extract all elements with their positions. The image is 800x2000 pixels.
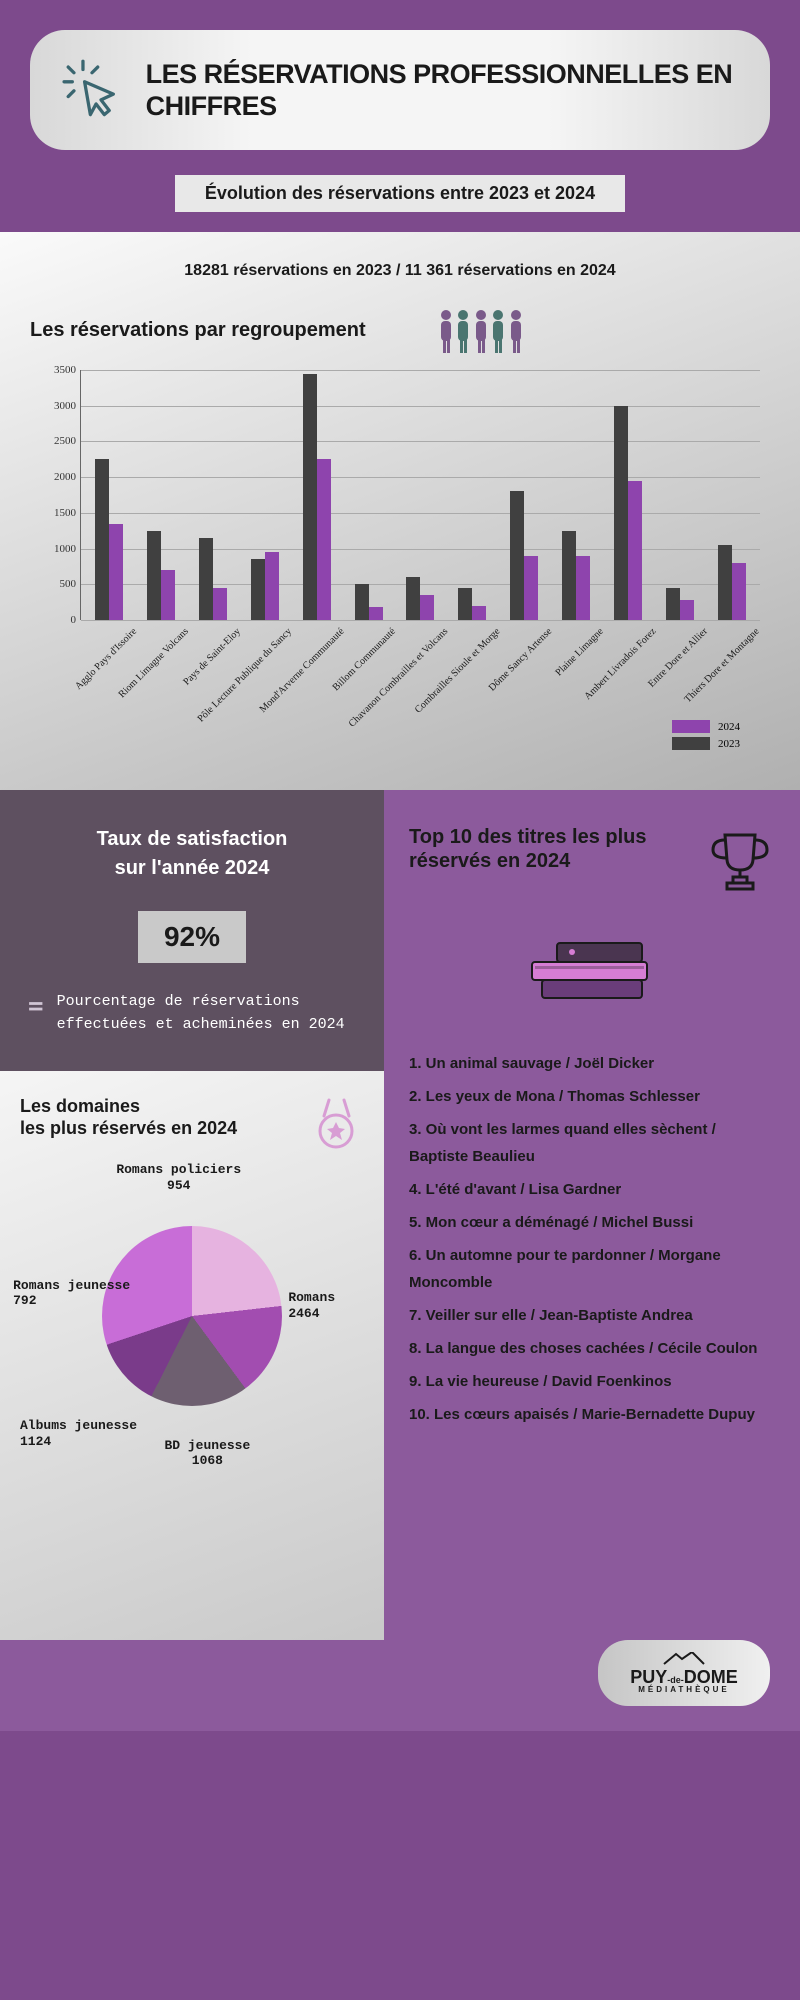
bar-chart-section: 18281 réservations en 2023 / 11 361 rése… [0, 232, 800, 790]
equals-icon [28, 991, 45, 1021]
bar-2023 [406, 577, 420, 620]
bar-2023 [458, 588, 472, 620]
bar-2024 [109, 524, 123, 620]
bar-2024 [524, 556, 538, 620]
y-tick: 2000 [41, 471, 76, 483]
top10-item: 4. L'été d'avant / Lisa Gardner [409, 1176, 775, 1203]
subtitle-text: Évolution des réservations entre 2023 et… [175, 175, 625, 212]
bar-2023 [666, 588, 680, 620]
pie-label: Albums jeunesse1124 [20, 1418, 137, 1449]
top10-item: 5. Mon cœur a déménagé / Michel Bussi [409, 1209, 775, 1236]
bar-2023 [95, 459, 109, 620]
satisfaction-title: Taux de satisfactionsur l'année 2024 [28, 825, 356, 883]
top10-item: 1. Un animal sauvage / Joël Dicker [409, 1050, 775, 1077]
x-label: Mond'Arverne Communauté [257, 626, 346, 715]
top10-item: 3. Où vont les larmes quand elles sèchen… [409, 1116, 775, 1170]
pie-label: BD jeunesse1068 [164, 1438, 250, 1469]
bar-2024 [628, 481, 642, 620]
satisfaction-panel: Taux de satisfactionsur l'année 2024 92%… [0, 790, 384, 1071]
chart-title-row: Les réservations par regroupement [30, 305, 770, 355]
left-column: Taux de satisfactionsur l'année 2024 92%… [0, 790, 384, 1710]
y-tick: 500 [41, 578, 76, 590]
summary-stats: 18281 réservations en 2023 / 11 361 rése… [30, 262, 770, 280]
legend-item: 2024 [672, 720, 740, 733]
top10-item: 10. Les cœurs apaisés / Marie-Bernadette… [409, 1401, 775, 1428]
y-tick: 3500 [41, 364, 76, 376]
top10-item: 8. La langue des choses cachées / Cécile… [409, 1335, 775, 1362]
bar-2023 [562, 531, 576, 620]
bar-2023 [510, 491, 524, 620]
top10-item: 2. Les yeux de Mona / Thomas Schlesser [409, 1083, 775, 1110]
books-icon [517, 925, 667, 1015]
top10-title: Top 10 des titres les plusréservés en 20… [409, 825, 646, 873]
y-tick: 1000 [41, 543, 76, 555]
bar-2024 [472, 606, 486, 620]
bar-2023 [355, 584, 369, 620]
y-tick: 2500 [41, 435, 76, 447]
domains-title: Les domainesles plus réservés en 2024 [20, 1096, 237, 1139]
domains-panel: Les domainesles plus réservés en 2024 Ro… [0, 1071, 384, 1710]
bar-chart-plot: 0500100015002000250030003500Agglo Pays d… [80, 370, 760, 620]
top10-item: 9. La vie heureuse / David Foenkinos [409, 1368, 775, 1395]
x-label: Pôle Lecture Publique du Sancy [196, 626, 295, 725]
pie-label: Romans2464 [288, 1290, 335, 1321]
bar-2024 [732, 563, 746, 620]
bar-chart-title: Les réservations par regroupement [30, 319, 366, 342]
trophy-icon [705, 825, 775, 895]
top10-item: 6. Un automne pour te pardonner / Morgan… [409, 1242, 775, 1296]
medal-icon [309, 1096, 364, 1151]
bottom-section: Taux de satisfactionsur l'année 2024 92%… [0, 790, 800, 1710]
subtitle-bar: Évolution des réservations entre 2023 et… [30, 175, 770, 212]
top10-item: 7. Veiller sur elle / Jean-Baptiste Andr… [409, 1302, 775, 1329]
bar-2024 [213, 588, 227, 620]
pie-label: Romans jeunesse792 [13, 1278, 130, 1309]
footer-logo: PUY-de-DOME MÉDIATHÈQUE [598, 1640, 770, 1706]
people-icon [426, 305, 536, 355]
bar-chart: 0500100015002000250030003500Agglo Pays d… [80, 370, 760, 710]
y-tick: 3000 [41, 400, 76, 412]
legend-item: 2023 [672, 737, 740, 750]
bar-2024 [265, 552, 279, 620]
satisfaction-value: 92% [138, 911, 246, 963]
satisfaction-desc: Pourcentage de réservations effectuées e… [57, 991, 356, 1036]
bar-2024 [161, 570, 175, 620]
header-section: LES RÉSERVATIONS PROFESSIONNELLES EN CHI… [0, 0, 800, 232]
bar-2024 [369, 607, 383, 620]
y-tick: 1500 [41, 507, 76, 519]
chart-legend: 2024 2023 [30, 720, 740, 750]
bar-2023 [718, 545, 732, 620]
bar-2024 [420, 595, 434, 620]
pie-chart: Romans2464 BD jeunesse1068 Albums jeunesse… [20, 1156, 364, 1476]
title-box: LES RÉSERVATIONS PROFESSIONNELLES EN CHI… [30, 30, 770, 150]
satisfaction-desc-row: Pourcentage de réservations effectuées e… [28, 991, 356, 1036]
bar-2024 [317, 459, 331, 620]
bar-2023 [147, 531, 161, 620]
pie-graphic [102, 1226, 282, 1406]
y-tick: 0 [41, 614, 76, 626]
x-label: Chavanon Combrailles et Volcans [347, 626, 451, 730]
top10-panel: Top 10 des titres les plusréservés en 20… [384, 790, 800, 1710]
page-title: LES RÉSERVATIONS PROFESSIONNELLES EN CHI… [146, 58, 740, 123]
bar-2024 [680, 600, 694, 620]
footer-sub: MÉDIATHÈQUE [624, 1686, 744, 1694]
top10-list: 1. Un animal sauvage / Joël Dicker 2. Les… [409, 1050, 775, 1428]
bar-2023 [303, 374, 317, 620]
bar-2023 [199, 538, 213, 620]
bar-2023 [251, 559, 265, 620]
x-label: Plaine Limagne [554, 626, 606, 678]
footer: PUY-de-DOME MÉDIATHÈQUE [0, 1640, 800, 1731]
pie-label: Romans policiers954 [116, 1162, 241, 1193]
x-label: Combrailles Sioule et Morge [413, 626, 503, 716]
bar-2024 [576, 556, 590, 620]
cursor-icon [60, 50, 126, 130]
footer-brand: PUY-de-DOME [630, 1667, 738, 1687]
mountain-icon [624, 1652, 744, 1666]
bar-2023 [614, 406, 628, 620]
